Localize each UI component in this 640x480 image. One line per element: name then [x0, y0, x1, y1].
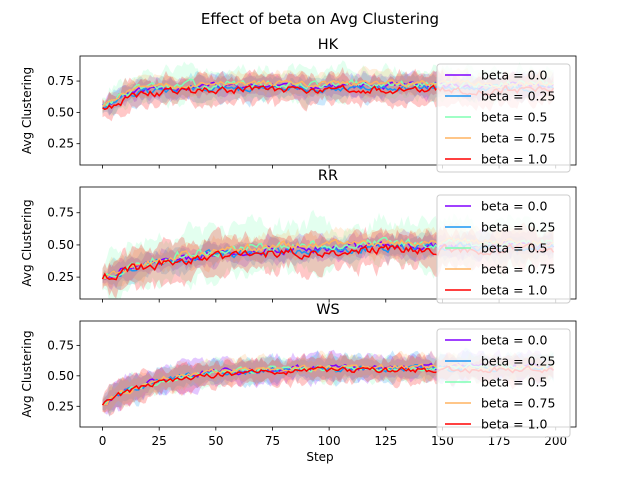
panel-title: WS — [316, 302, 340, 318]
legend-entry: beta = 1.0 — [481, 417, 548, 432]
legend-frame — [436, 194, 571, 304]
x-tick-label: 75 — [265, 434, 280, 448]
y-tick-label: 0.50 — [47, 105, 74, 119]
y-tick-label: 0.75 — [47, 206, 74, 220]
legend-entry: beta = 1.0 — [481, 283, 548, 298]
x-tick-label: 0 — [99, 434, 107, 448]
y-axis-label: Avg Clustering — [20, 199, 34, 286]
y-tick-label: 0.75 — [47, 74, 74, 88]
y-tick-label: 0.75 — [47, 338, 74, 352]
legend-entry: beta = 0.0 — [481, 199, 548, 214]
y-tick-label: 0.25 — [47, 399, 74, 413]
legend: beta = 0.0 beta = 0.25 beta = 0.5 beta = 0.… — [436, 328, 571, 438]
legend-entry: beta = 0.75 — [481, 131, 555, 146]
axes-frame — [79, 320, 577, 428]
y-tick-label: 0.50 — [47, 369, 74, 383]
legend-frame — [436, 63, 571, 173]
legend-entry: beta = 0.5 — [481, 241, 548, 256]
legend-entry: beta = 0.25 — [481, 220, 555, 235]
x-axis-label: Step — [306, 450, 333, 464]
y-tick-label: 0.25 — [47, 137, 74, 151]
figure-suptitle: Effect of beta on Avg Clustering — [201, 10, 439, 28]
y-axis-label: Avg Clustering — [20, 330, 34, 417]
legend: beta = 0.0 beta = 0.25 beta = 0.5 beta = 0.… — [436, 194, 571, 304]
legend-frame — [436, 328, 571, 438]
legend-entry: beta = 0.0 — [481, 333, 548, 348]
panel-title: RR — [318, 168, 338, 184]
legend-entry: beta = 0.5 — [481, 375, 548, 390]
legend-entry: beta = 0.0 — [481, 68, 548, 83]
legend-entry: beta = 0.5 — [481, 110, 548, 125]
axes-frame — [79, 186, 577, 300]
y-tick-label: 0.25 — [47, 270, 74, 284]
legend-entry: beta = 0.75 — [481, 262, 555, 277]
panel-title: HK — [318, 37, 339, 53]
legend-entry: beta = 0.25 — [481, 354, 555, 369]
legend-entry: beta = 1.0 — [481, 152, 548, 167]
legend: beta = 0.0 beta = 0.25 beta = 0.5 beta = 0.… — [436, 63, 571, 173]
axes-frame — [79, 55, 577, 166]
legend-entry: beta = 0.25 — [481, 89, 555, 104]
x-tick-label: 125 — [374, 434, 397, 448]
x-tick-label: 50 — [208, 434, 223, 448]
x-tick-label: 100 — [318, 434, 341, 448]
legend-entry: beta = 0.75 — [481, 396, 555, 411]
y-axis-label: Avg Clustering — [20, 67, 34, 154]
x-tick-label: 25 — [152, 434, 167, 448]
y-tick-label: 0.50 — [47, 238, 74, 252]
